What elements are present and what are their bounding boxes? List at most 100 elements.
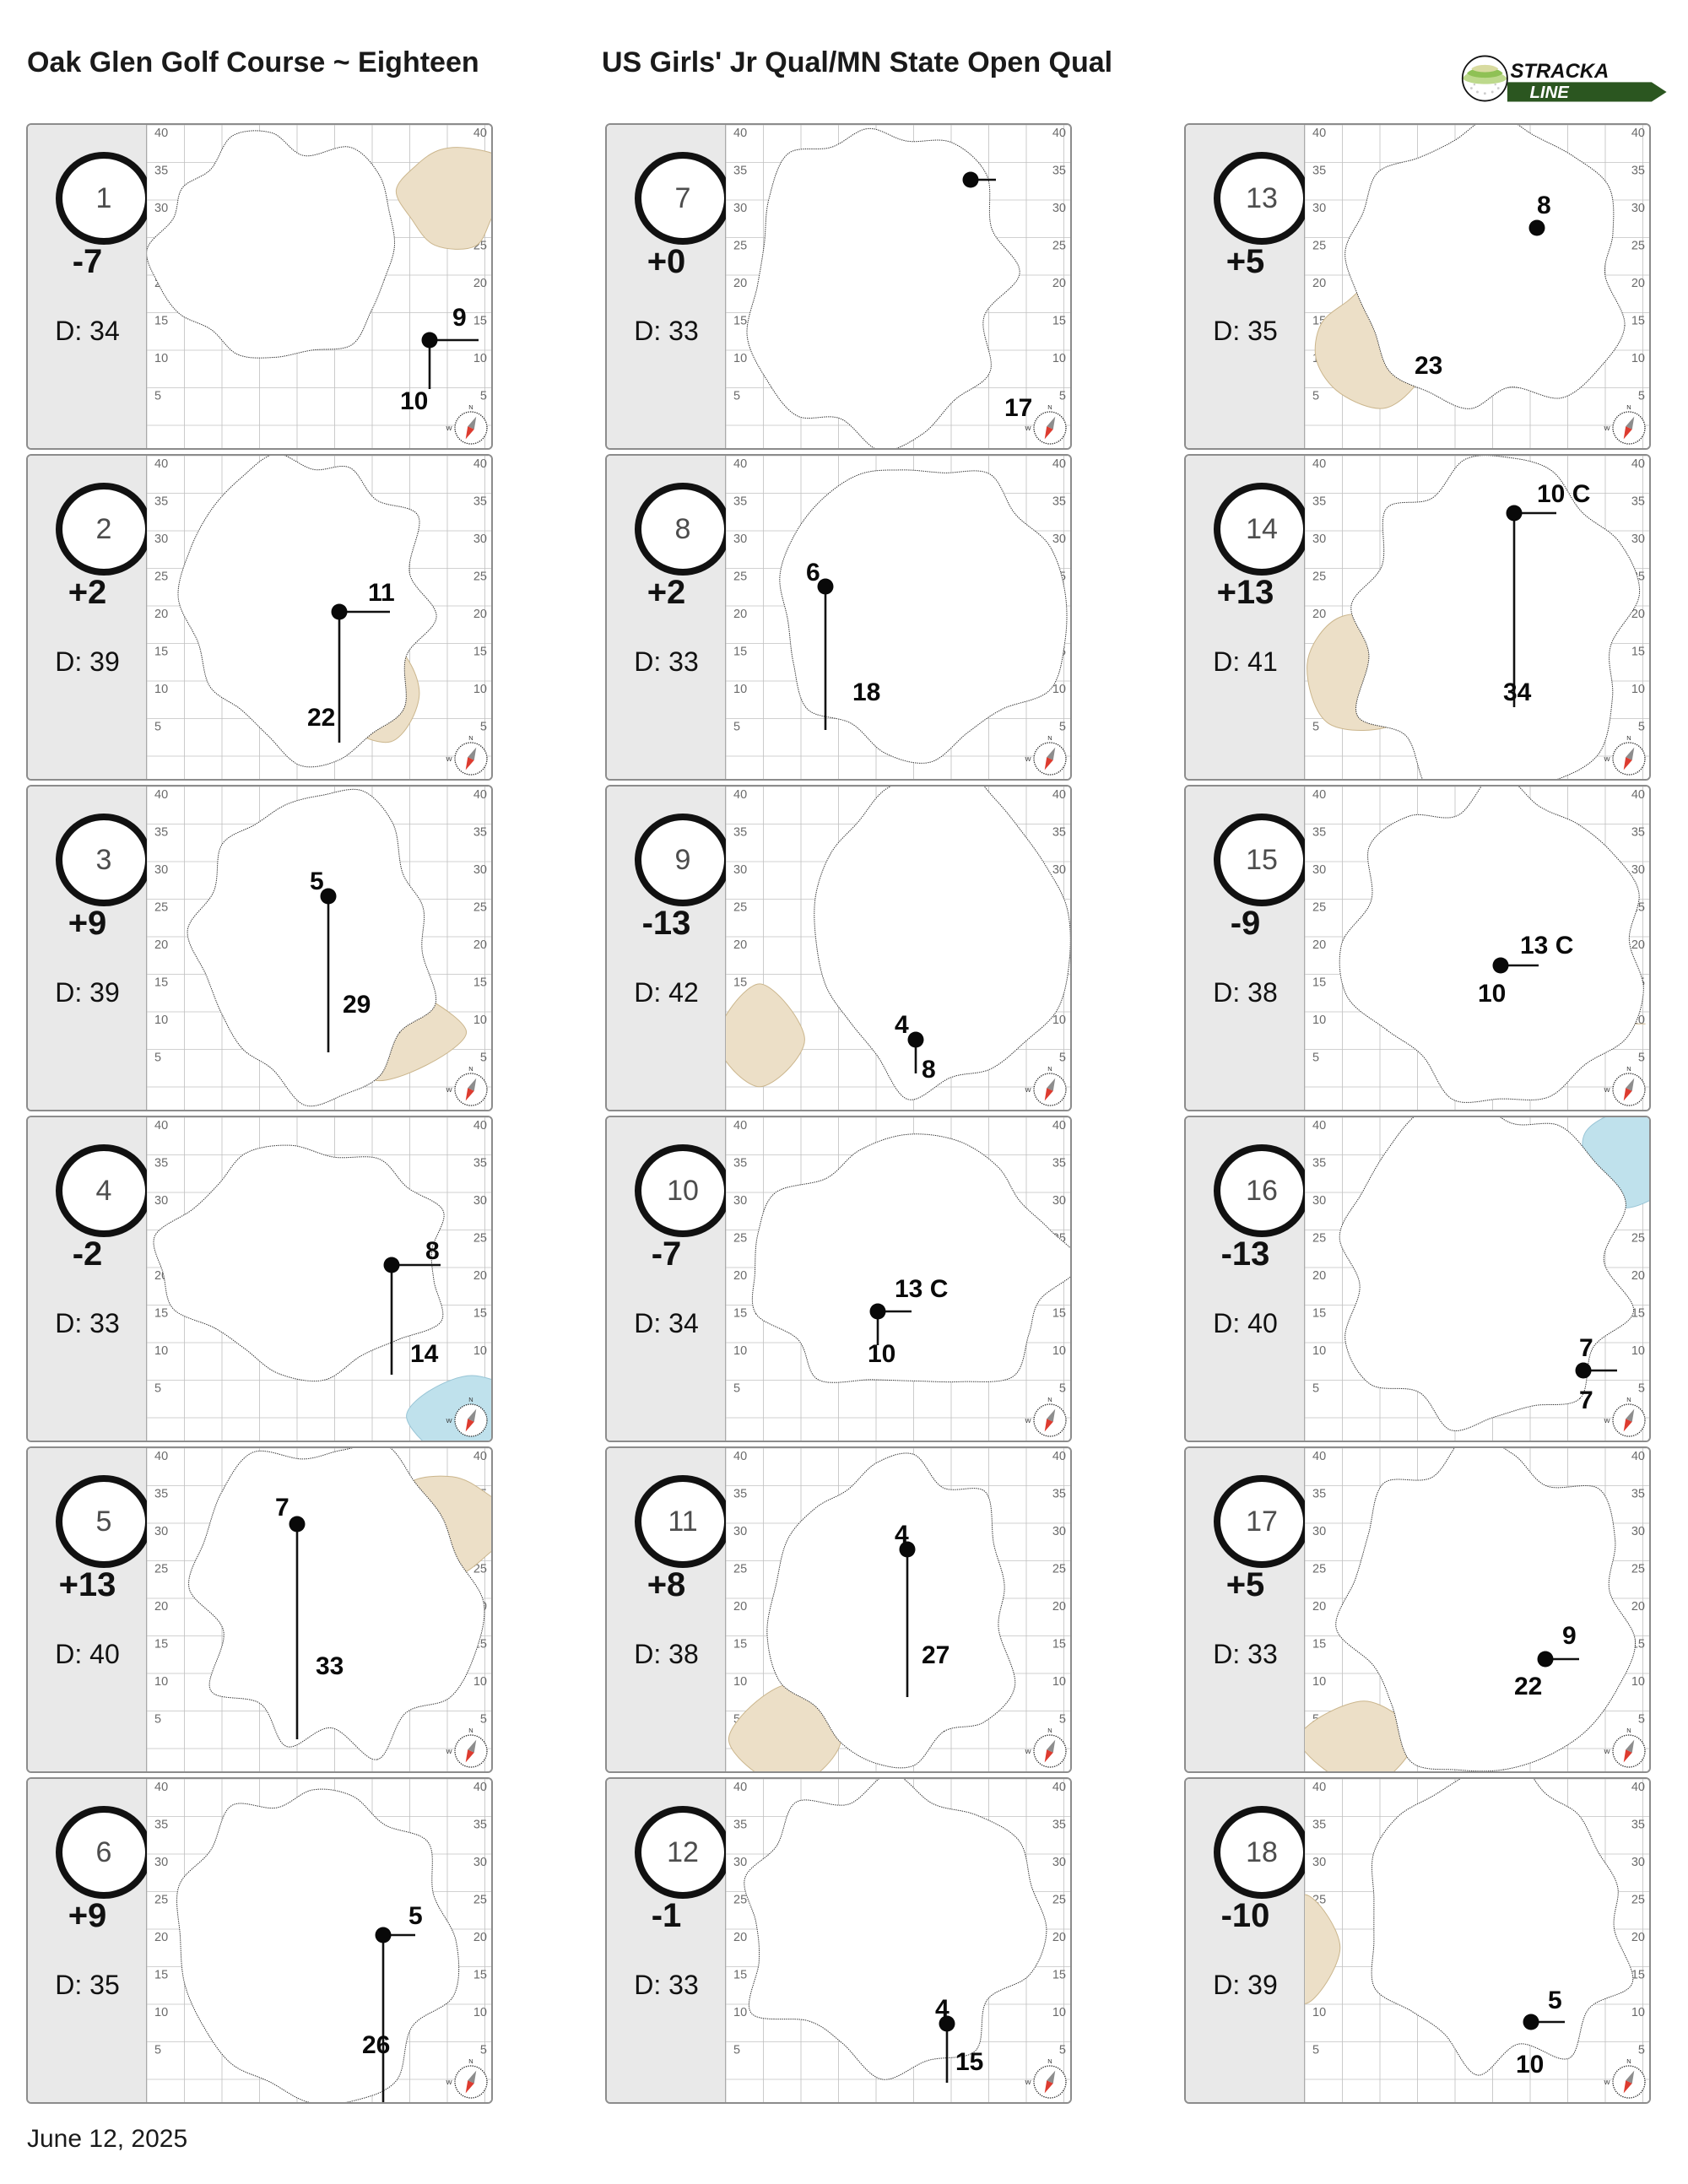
svg-text:20: 20: [473, 938, 487, 952]
svg-text:14: 14: [410, 1340, 439, 1368]
svg-text:35: 35: [733, 1487, 747, 1500]
svg-text:20: 20: [733, 938, 747, 952]
svg-text:10: 10: [733, 683, 747, 696]
svg-text:20: 20: [1052, 1931, 1066, 1944]
svg-text:15: 15: [1052, 1306, 1066, 1320]
svg-text:35: 35: [1312, 164, 1326, 177]
svg-text:30: 30: [1052, 1525, 1066, 1538]
svg-text:15: 15: [473, 1306, 487, 1320]
svg-text:15: 15: [154, 1637, 168, 1651]
svg-text:10: 10: [1052, 352, 1066, 365]
svg-text:S: S: [1047, 1439, 1052, 1442]
svg-text:W: W: [446, 1417, 452, 1424]
svg-text:15: 15: [955, 2048, 983, 2076]
svg-text:5: 5: [1059, 389, 1066, 403]
svg-text:10: 10: [1516, 2051, 1544, 2079]
svg-text:5: 5: [480, 720, 487, 733]
svg-text:N: N: [1626, 1065, 1631, 1073]
svg-text:35: 35: [1052, 164, 1066, 177]
svg-text:S: S: [1047, 446, 1052, 450]
svg-text:30: 30: [733, 202, 747, 215]
svg-text:20: 20: [154, 938, 168, 952]
svg-text:30: 30: [154, 863, 168, 877]
svg-text:40: 40: [154, 1119, 168, 1133]
svg-text:40: 40: [1631, 457, 1645, 471]
svg-text:W: W: [1025, 1417, 1031, 1424]
svg-text:W: W: [1025, 755, 1031, 763]
svg-text:E: E: [490, 2079, 493, 2086]
svg-text:15: 15: [1631, 645, 1645, 658]
svg-text:35: 35: [1631, 495, 1645, 508]
svg-text:8: 8: [425, 1237, 440, 1265]
svg-text:W: W: [446, 2079, 452, 2086]
svg-text:20: 20: [154, 1600, 168, 1614]
svg-text:25: 25: [733, 1562, 747, 1576]
svg-text:10: 10: [473, 2006, 487, 2019]
svg-text:35: 35: [154, 1487, 168, 1500]
svg-text:W: W: [1604, 1748, 1610, 1755]
svg-text:35: 35: [733, 1156, 747, 1170]
svg-text:40: 40: [1631, 788, 1645, 802]
svg-text:30: 30: [1312, 863, 1326, 877]
svg-text:40: 40: [1312, 1450, 1326, 1463]
svg-text:LINE: LINE: [1529, 84, 1570, 102]
svg-text:5: 5: [1638, 389, 1645, 403]
svg-text:35: 35: [733, 495, 747, 508]
svg-text:25: 25: [1312, 900, 1326, 914]
svg-text:N: N: [1047, 1727, 1052, 1734]
svg-text:40: 40: [1312, 1119, 1326, 1133]
svg-text:5: 5: [733, 1381, 740, 1395]
svg-text:25: 25: [154, 900, 168, 914]
svg-text:15: 15: [733, 1306, 747, 1320]
svg-text:30: 30: [154, 532, 168, 546]
svg-text:15: 15: [473, 1968, 487, 1981]
svg-text:35: 35: [1052, 825, 1066, 839]
svg-text:N: N: [1047, 403, 1052, 411]
svg-text:35: 35: [733, 164, 747, 177]
svg-text:17: 17: [1004, 394, 1032, 422]
svg-text:15: 15: [733, 645, 747, 658]
svg-text:S: S: [1626, 446, 1631, 450]
svg-text:15: 15: [154, 1306, 168, 1320]
svg-text:40: 40: [1312, 788, 1326, 802]
svg-text:25: 25: [733, 1893, 747, 1906]
svg-text:30: 30: [1631, 1856, 1645, 1869]
svg-text:30: 30: [1052, 202, 1066, 215]
svg-text:30: 30: [473, 532, 487, 546]
svg-text:15: 15: [1312, 1306, 1326, 1320]
svg-text:10: 10: [1312, 1344, 1326, 1358]
svg-text:35: 35: [473, 495, 487, 508]
svg-text:35: 35: [733, 1818, 747, 1831]
svg-text:W: W: [1604, 1086, 1610, 1094]
svg-text:5: 5: [1059, 1381, 1066, 1395]
svg-text:40: 40: [1052, 457, 1066, 471]
svg-text:35: 35: [1052, 1487, 1066, 1500]
svg-text:S: S: [1626, 1439, 1631, 1442]
svg-text:5: 5: [480, 1712, 487, 1726]
svg-text:10: 10: [473, 1014, 487, 1027]
svg-text:E: E: [490, 1748, 493, 1755]
svg-text:15: 15: [473, 314, 487, 327]
svg-text:30: 30: [1312, 202, 1326, 215]
svg-text:30: 30: [733, 1525, 747, 1538]
svg-text:5: 5: [733, 2043, 740, 2057]
svg-text:25: 25: [473, 900, 487, 914]
svg-text:30: 30: [154, 202, 168, 215]
svg-text:S: S: [1047, 777, 1052, 781]
svg-text:10: 10: [1052, 1675, 1066, 1689]
svg-text:20: 20: [1312, 608, 1326, 621]
svg-text:S: S: [1047, 2100, 1052, 2104]
svg-text:E: E: [1069, 1748, 1072, 1755]
svg-text:40: 40: [154, 457, 168, 471]
svg-text:S: S: [1626, 2100, 1631, 2104]
svg-text:30: 30: [733, 1194, 747, 1208]
svg-text:18: 18: [852, 678, 880, 706]
svg-text:30: 30: [1052, 532, 1066, 546]
svg-text:35: 35: [1052, 495, 1066, 508]
svg-text:10: 10: [733, 1675, 747, 1689]
svg-text:5: 5: [733, 389, 740, 403]
svg-text:N: N: [1047, 1065, 1052, 1073]
svg-text:40: 40: [1052, 1781, 1066, 1794]
svg-text:N: N: [1626, 1727, 1631, 1734]
svg-text:10: 10: [154, 2006, 168, 2019]
